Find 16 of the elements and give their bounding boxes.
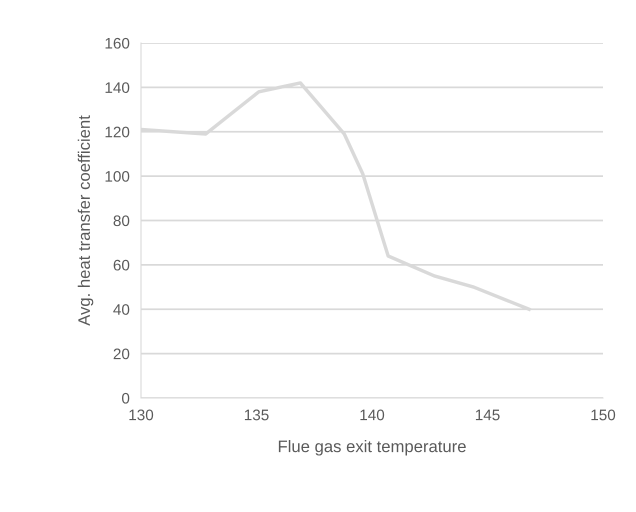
y-tick-label: 60: [114, 260, 130, 271]
y-tick-label: 80: [114, 215, 130, 226]
x-tick-label: 130: [129, 410, 154, 420]
x-tick-label: 150: [591, 410, 616, 420]
y-axis-title: Avg. heat transfer coefficient: [78, 115, 94, 326]
y-tick-label: 20: [114, 348, 130, 360]
y-tick-label: 160: [106, 38, 130, 49]
y-tick-label: 40: [113, 304, 130, 315]
y-tick-label: 0: [122, 392, 130, 404]
y-tick-label: 140: [106, 82, 130, 94]
x-axis-title: Flue gas exit temperature: [278, 440, 466, 456]
x-tick-label: 140: [360, 410, 384, 420]
x-tick-label: 145: [476, 410, 500, 420]
y-tick-label: 100: [106, 170, 130, 182]
x-tick-label: 135: [244, 410, 269, 420]
y-tick-label: 120: [106, 126, 130, 138]
